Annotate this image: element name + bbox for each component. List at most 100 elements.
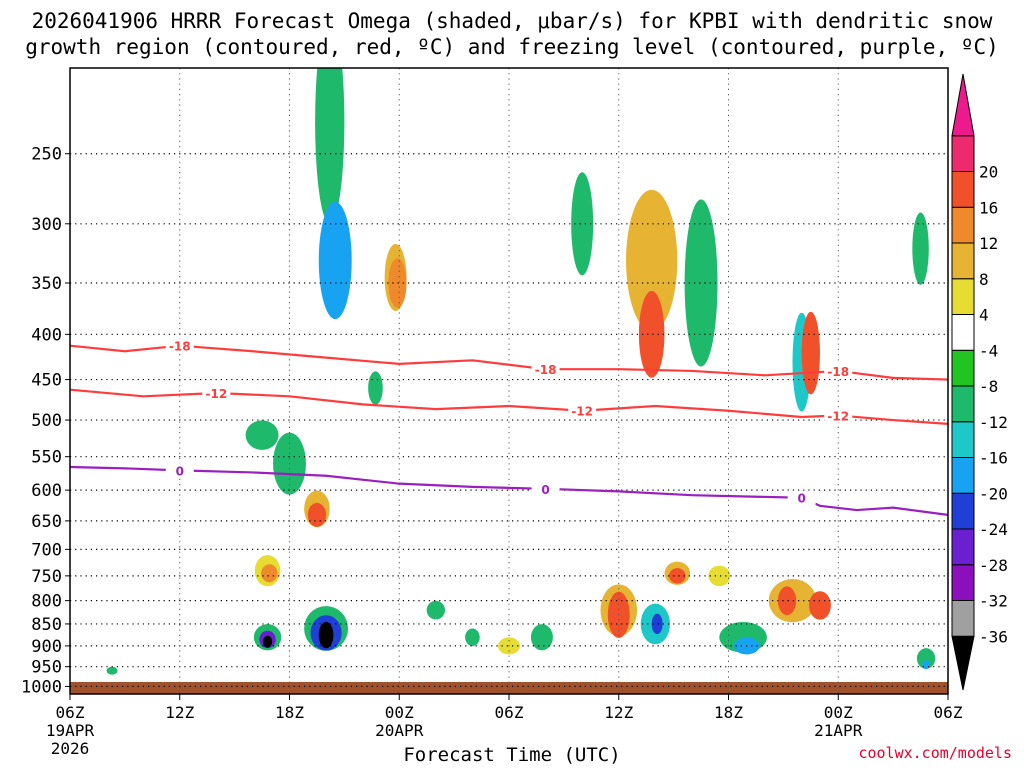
colorbar-segment — [951, 242, 975, 280]
contour-label-bg — [787, 490, 816, 505]
contour-label-bg — [568, 403, 597, 418]
colorbar-segment — [951, 528, 975, 566]
colorbar-label: -12 — [979, 413, 1008, 432]
ytick-label: 700 — [31, 540, 62, 560]
contour-label: -18 — [827, 365, 849, 379]
colorbar-segment — [951, 314, 975, 351]
xtick-date: 19APR — [46, 721, 95, 740]
colorbar-segment — [951, 492, 975, 530]
omega-cells — [82, 68, 936, 677]
contour-2 — [70, 465, 948, 517]
omega-cell-42 — [808, 591, 831, 620]
colorbar-segment — [951, 349, 975, 387]
xtick-label: 18Z — [714, 703, 743, 722]
ytick-label: 400 — [31, 325, 62, 345]
omega-cell-9 — [307, 502, 327, 527]
colorbar-segment — [951, 73, 975, 137]
ytick-label: 350 — [31, 274, 62, 294]
colorbar: -36 -32 -28 -24 -20 -16 -12 -8 -4 4 8 12 16 20 — [951, 73, 1008, 691]
xtick-label: 12Z — [165, 703, 194, 722]
colorbar-segment — [951, 171, 975, 208]
title-line-2: growth region (contoured, red, ºC) and f… — [25, 35, 999, 59]
ytick-label: 950 — [31, 658, 62, 678]
colorbar-label: 20 — [979, 163, 998, 182]
colorbar-label: -36 — [979, 627, 1008, 646]
colorbar-label: -20 — [979, 484, 1008, 503]
colorbar-label: 4 — [979, 306, 989, 325]
ytick-label: 1000 — [21, 677, 62, 697]
colorbar-segment — [951, 206, 975, 244]
omega-cell-41 — [777, 586, 797, 616]
omega-cell-47 — [426, 600, 445, 620]
credit-link[interactable]: coolwx.com/models — [858, 744, 1012, 762]
contour-label-bg — [531, 481, 560, 496]
omega-cell-55 — [106, 666, 118, 675]
ytick-label: 250 — [31, 145, 62, 165]
colorbar-label: -24 — [979, 520, 1008, 539]
contour-label-bg — [824, 408, 853, 423]
omega-cell-16 — [262, 635, 273, 648]
contour-label: 0 — [176, 464, 184, 478]
colorbar-segment — [951, 564, 975, 601]
x-axis-title: Forecast Time (UTC) — [403, 744, 621, 766]
colorbar-label: -4 — [979, 341, 998, 360]
omega-cell-7 — [368, 371, 383, 405]
colorbar-label: 12 — [979, 234, 998, 253]
colorbar-segment — [951, 457, 975, 494]
colorbar-segment — [951, 635, 975, 691]
contour-label-bg — [202, 386, 231, 401]
colorbar-segment — [951, 385, 975, 423]
xtick-label: 18Z — [275, 703, 304, 722]
omega-cell-51 — [530, 624, 553, 651]
omega-cell-26 — [719, 178, 738, 269]
omega-cell-11 — [245, 420, 279, 450]
xtick-date: 21APR — [814, 721, 863, 740]
colorbar-label: 8 — [979, 270, 989, 289]
xtick-date: 20APR — [375, 721, 424, 740]
contour-label: -12 — [571, 405, 593, 419]
omega-cell-23 — [571, 172, 594, 276]
colorbar-segment — [951, 421, 975, 458]
xtick-label: 06Z — [56, 703, 85, 722]
omega-cell-6 — [388, 258, 407, 308]
contour-label: -18 — [535, 363, 557, 377]
colorbar-segment — [951, 600, 975, 637]
omega-cell-1 — [251, 238, 274, 328]
xtick-label: 06Z — [495, 703, 524, 722]
ytick-label: 800 — [31, 592, 62, 612]
contour-label-bg — [824, 363, 853, 378]
ytick-label: 650 — [31, 512, 62, 532]
ytick-label: 600 — [31, 481, 62, 501]
omega-cell-3 — [318, 201, 352, 320]
omega-cell-49 — [487, 619, 531, 655]
colorbar-label: -8 — [979, 377, 998, 396]
title-line-1: 2026041906 HRRR Forecast Omega (shaded, … — [31, 9, 993, 33]
omega-cell-29 — [801, 311, 820, 395]
ytick-label: 500 — [31, 411, 62, 431]
omega-cell-20 — [424, 68, 455, 213]
omega-cell-19 — [318, 621, 334, 649]
omega-cell-39 — [651, 613, 663, 635]
omega-cell-48 — [443, 581, 466, 601]
omega-cell-57 — [82, 362, 94, 414]
contour-label-bg — [531, 362, 560, 377]
xtick-label: 00Z — [385, 703, 414, 722]
omega-cell-35 — [708, 565, 731, 587]
omega-cell-46 — [922, 660, 930, 670]
ytick-label: 450 — [31, 371, 62, 391]
omega-cell-27 — [684, 199, 718, 367]
colorbar-label: -28 — [979, 556, 1008, 575]
colorbar-label: -32 — [979, 592, 1008, 611]
grid-lines — [69, 68, 949, 694]
xtick-label: 12Z — [604, 703, 633, 722]
omega-cell-13 — [261, 564, 278, 583]
omega-cell-53 — [465, 628, 480, 647]
xtick-label: 00Z — [824, 703, 853, 722]
ytick-label: 300 — [31, 215, 62, 235]
contour-label-bg — [165, 463, 194, 478]
xtick-label: 06Z — [934, 703, 963, 722]
contour-lines: -18 -18 -18 -12 -12 -12 0 0 0 — [70, 338, 948, 517]
omega-cell-52 — [563, 600, 583, 629]
